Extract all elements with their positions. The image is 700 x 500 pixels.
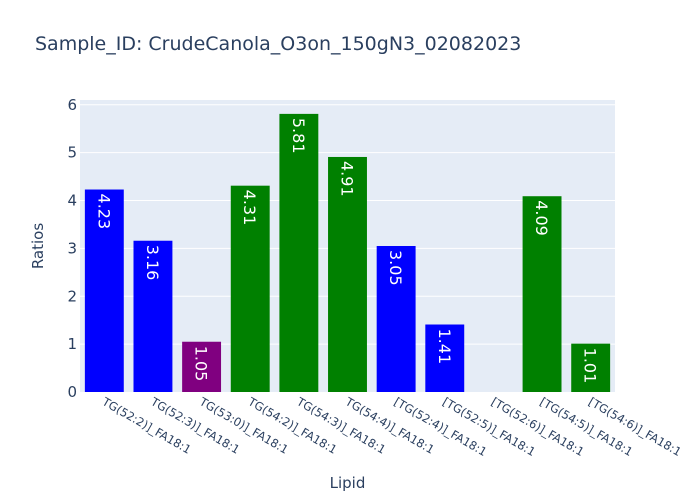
bar-value-label: 4.31 bbox=[240, 190, 259, 226]
bar-value-label: 1.01 bbox=[581, 348, 600, 384]
bar bbox=[571, 343, 611, 392]
bar-value-label: 4.09 bbox=[532, 200, 551, 236]
bars: 4.23 3.16 1.05 4.31 5.81 4.91 3.05 1.41 4.09 1.01 bbox=[84, 113, 611, 393]
bar bbox=[230, 185, 270, 392]
bar bbox=[425, 324, 465, 392]
bar bbox=[376, 246, 416, 392]
y-tick-label: 0 bbox=[67, 383, 77, 401]
bar bbox=[133, 240, 173, 392]
bar bbox=[182, 341, 222, 392]
y-tick-label: 6 bbox=[67, 96, 77, 114]
bar-value-label: 3.16 bbox=[143, 245, 162, 281]
y-axis-ticks: 0 1 2 3 4 5 6 bbox=[67, 96, 77, 401]
bar bbox=[522, 196, 562, 392]
y-tick-label: 3 bbox=[67, 239, 77, 257]
x-axis-title: Lipid bbox=[330, 474, 366, 492]
bar-value-label: 3.05 bbox=[386, 250, 405, 286]
bar bbox=[279, 113, 319, 393]
y-tick-label: 4 bbox=[67, 192, 77, 210]
y-tick-label: 5 bbox=[67, 144, 77, 162]
bar bbox=[84, 189, 124, 392]
bar-value-label: 5.81 bbox=[289, 118, 308, 154]
y-tick-label: 1 bbox=[67, 335, 77, 353]
bar-value-label: 1.05 bbox=[192, 346, 211, 382]
bar-value-label: 1.41 bbox=[435, 329, 454, 365]
bar-value-label: 4.23 bbox=[94, 194, 113, 230]
bar-value-label: 4.91 bbox=[338, 161, 357, 197]
chart-title: Sample_ID: CrudeCanola_O3on_150gN3_02082… bbox=[35, 33, 521, 55]
y-axis-title: Ratios bbox=[29, 223, 47, 270]
y-tick-label: 2 bbox=[67, 287, 77, 305]
bar bbox=[328, 156, 367, 392]
